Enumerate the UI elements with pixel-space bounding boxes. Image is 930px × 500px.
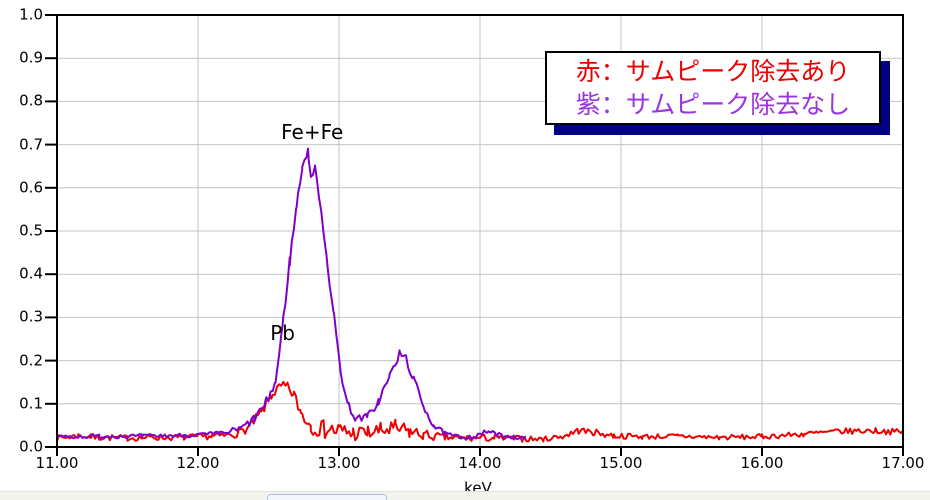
taskbar-button-fragment[interactable] — [267, 494, 387, 500]
y-tick-label: 0.1 — [19, 394, 43, 413]
legend-line-red: 赤：サムピーク除去あり — [575, 57, 851, 86]
y-tick-label: 0.9 — [19, 48, 43, 67]
y-tick-label: 0.8 — [19, 91, 43, 110]
y-tick-label: 0.2 — [19, 351, 43, 370]
y-tick-label: 0.7 — [19, 135, 43, 154]
y-tick-label: 0.3 — [19, 307, 43, 326]
x-tick-label: 11.00 — [35, 454, 79, 472]
y-tick-label: 1.0 — [19, 5, 43, 24]
y-tick-label: 0.5 — [19, 221, 43, 240]
x-tick-label: 13.00 — [317, 454, 361, 472]
peak-label: Fe+Fe — [281, 119, 344, 144]
peak-label: Pb — [270, 320, 295, 345]
x-tick-label: 16.00 — [740, 454, 784, 472]
x-tick-label: 12.00 — [176, 454, 220, 472]
x-tick-label: 15.00 — [599, 454, 643, 472]
legend-box: 赤：サムピーク除去あり 紫：サムピーク除去なし — [545, 51, 881, 125]
x-tick-label: 14.00 — [458, 454, 502, 472]
bottom-band — [0, 491, 930, 500]
y-tick-label: 0.0 — [19, 437, 43, 456]
y-tick-label: 0.6 — [19, 178, 43, 197]
y-tick-label: 0.4 — [19, 264, 43, 283]
x-tick-label: 17.00 — [881, 454, 925, 472]
series-サムピーク除去なし — [56, 147, 527, 440]
legend-line-purple: 紫：サムピーク除去なし — [575, 90, 851, 119]
